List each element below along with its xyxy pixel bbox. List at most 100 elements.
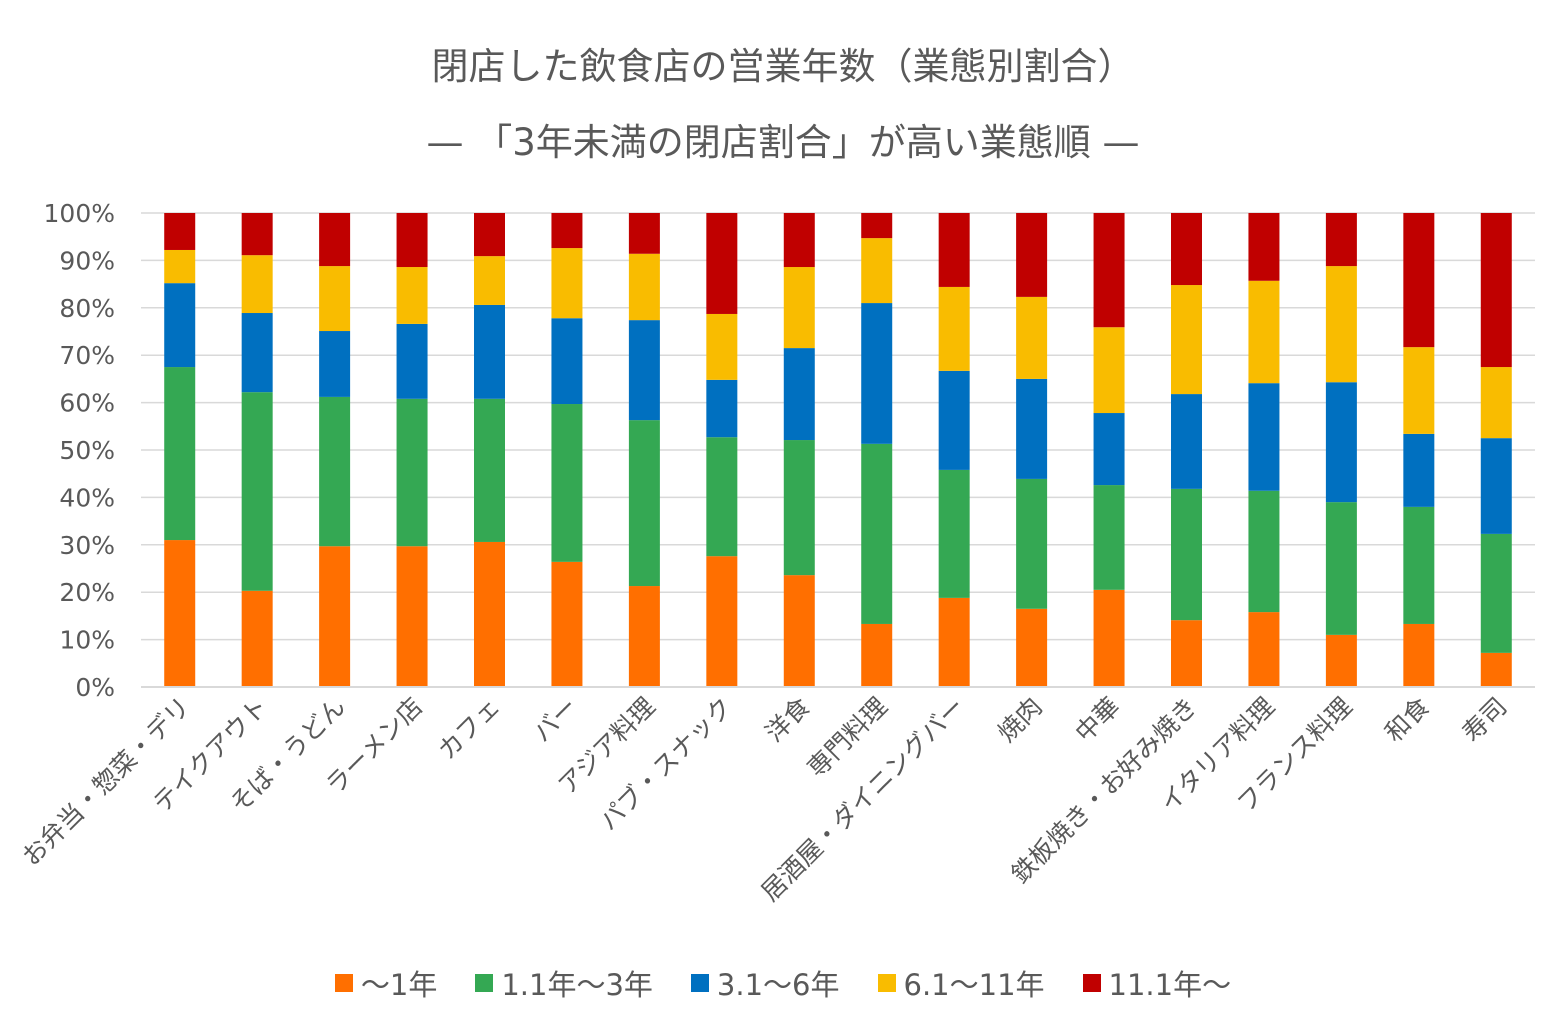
bar-segment-4 [628, 253, 660, 321]
bar-segment-4 [861, 238, 893, 304]
bar-segment-3 [241, 313, 273, 393]
bar-segment-1 [551, 561, 583, 687]
bar-segment-1 [938, 597, 970, 687]
bar-segment-3 [938, 370, 970, 470]
bar-segment-4 [551, 248, 583, 319]
bar-segment-2 [1480, 533, 1512, 653]
bar-segment-1 [1325, 634, 1357, 687]
bar-segment-4 [1480, 367, 1512, 439]
bar-segment-1 [164, 540, 196, 687]
x-tick-label: 洋食 [760, 692, 816, 748]
legend-label: 11.1年～ [1108, 968, 1232, 1002]
bar-segment-3 [319, 331, 351, 397]
bar-segment-2 [1248, 490, 1280, 613]
bar-segment-1 [474, 541, 505, 687]
bar-segment-4 [241, 255, 273, 314]
y-tick-label: 40% [59, 483, 115, 512]
bar-segment-5 [1403, 213, 1435, 348]
bar-segment-4 [1403, 347, 1435, 434]
bar-segment-2 [938, 469, 970, 598]
legend-label: 3.1～6年 [716, 968, 840, 1002]
bar-segment-4 [1016, 296, 1048, 379]
bar-segment-5 [551, 213, 583, 249]
bar-segment-2 [1093, 485, 1125, 590]
bar-segment-3 [1403, 433, 1435, 507]
bar-segment-3 [1016, 378, 1048, 479]
bar-segment-1 [861, 623, 893, 687]
bar-segment-4 [319, 266, 351, 332]
bar-segment-2 [706, 437, 738, 557]
bar-segment-4 [938, 286, 970, 371]
bar-segment-5 [1325, 213, 1357, 267]
bar-segment-4 [1248, 280, 1280, 384]
y-tick-label: 100% [44, 199, 115, 228]
bar-segment-3 [1248, 383, 1280, 491]
bar-segment-1 [1403, 623, 1435, 687]
bar-segment-4 [396, 267, 428, 324]
bar-segment-5 [164, 213, 196, 250]
bar-segment-5 [783, 213, 815, 268]
x-tick-label: 焼肉 [992, 692, 1048, 748]
legend-item: 6.1～11年 [877, 962, 1045, 1004]
legend-label: 1.1年～3年 [501, 968, 653, 1002]
y-tick-label: 50% [59, 436, 115, 465]
legend-swatch [1082, 974, 1101, 992]
bar-segment-1 [1480, 652, 1512, 687]
bar-segment-1 [628, 586, 660, 687]
bar-segment-2 [1016, 478, 1048, 609]
bar-segment-2 [1325, 502, 1357, 635]
legend-swatch [877, 974, 896, 992]
bar-segment-1 [319, 546, 351, 687]
bar-segment-5 [241, 213, 273, 256]
x-tick-label: パブ・スナック [594, 692, 738, 836]
bar-segment-3 [551, 318, 583, 405]
bar-segment-5 [1480, 213, 1512, 368]
y-tick-label: 80% [59, 294, 115, 323]
bar-segment-2 [164, 367, 196, 541]
bar-segment-2 [241, 392, 273, 591]
legend-item: 3.1～6年 [690, 962, 840, 1004]
bar-segment-3 [1480, 438, 1512, 534]
bar-segment-3 [706, 379, 738, 438]
bar-segment-5 [1016, 213, 1048, 297]
chart-title: 閉店した飲食店の営業年数（業態別割合） [431, 45, 1135, 88]
legend-item: ～1年 [334, 962, 438, 1004]
bar-segment-4 [1171, 285, 1202, 395]
legend-swatch [690, 974, 709, 992]
chart-subtitle: — 「3年未満の閉店割合」が高い業態順 — [426, 121, 1140, 164]
x-tick-label: バー [527, 692, 583, 748]
bar-segment-5 [1093, 213, 1125, 328]
legend-swatch [475, 974, 494, 992]
bar-segment-3 [1171, 394, 1202, 489]
y-tick-label: 0% [75, 673, 115, 702]
y-tick-label: 70% [59, 341, 115, 370]
y-tick-label: 10% [59, 626, 115, 655]
x-tick-label: カフェ [432, 692, 506, 766]
legend-label: 6.1～11年 [903, 968, 1045, 1002]
legend-item: 1.1年～3年 [475, 962, 653, 1004]
bar-segment-5 [628, 213, 660, 254]
bar-segment-3 [1325, 382, 1357, 503]
bar-segment-1 [1248, 612, 1280, 687]
bar-segment-1 [1171, 620, 1202, 687]
bar-segment-2 [319, 396, 351, 547]
bar-segment-5 [706, 213, 738, 314]
bar-segment-1 [241, 590, 273, 687]
bar-segment-3 [474, 304, 505, 399]
bar-segment-1 [783, 575, 815, 687]
bar-segment-2 [551, 404, 583, 562]
bar-segment-2 [628, 420, 660, 587]
bar-segment-1 [1093, 589, 1125, 687]
bar-segment-3 [783, 348, 815, 441]
bar-segment-3 [1093, 413, 1125, 486]
legend-label: ～1年 [360, 968, 438, 1002]
bar-segment-4 [474, 256, 505, 305]
bar-segment-4 [783, 267, 815, 349]
bar-segment-3 [861, 303, 893, 444]
bar-segment-2 [1171, 488, 1202, 621]
bar-segment-5 [396, 213, 428, 268]
bar-segment-4 [164, 249, 196, 284]
bar-segment-5 [1248, 213, 1280, 281]
bar-segment-5 [861, 213, 893, 239]
